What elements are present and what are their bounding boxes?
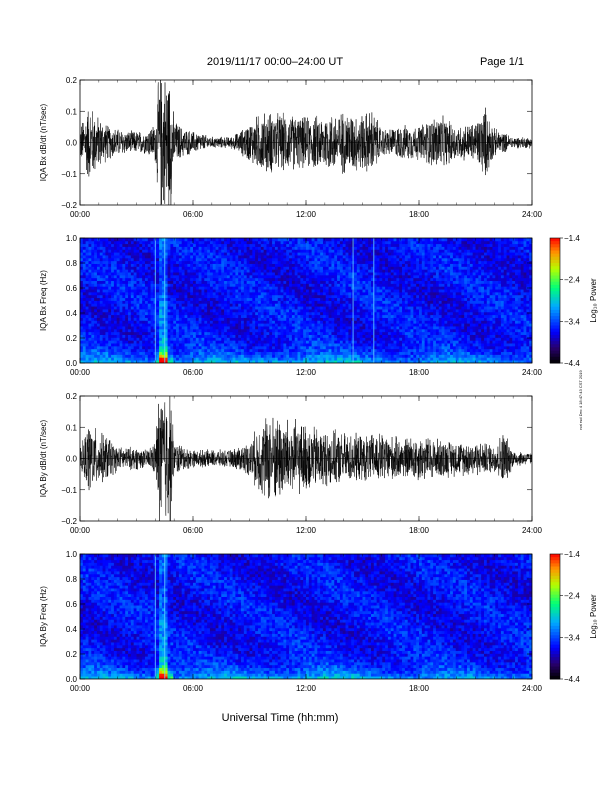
y-tick-label: 0.0 — [66, 455, 78, 464]
y-axis-label: IQA By dB/dt (nT/sec) — [39, 419, 48, 497]
x-tick-label: 06:00 — [183, 526, 204, 535]
x-tick-label: 12:00 — [296, 368, 317, 377]
y-tick-label: 0.0 — [66, 139, 78, 148]
colorbar-tick-label: −4.4 — [564, 359, 580, 368]
x-tick-label: 18:00 — [409, 210, 430, 219]
y-tick-label: 0.0 — [66, 359, 78, 368]
colorbar-tick-label: −1.4 — [564, 234, 580, 243]
panel-2: −1.4 −2.4 −3.4 −4.4 Log₁₀ Power 00:00 06:00 12:… — [39, 234, 598, 377]
y-tick-label: 0.0 — [66, 675, 78, 684]
x-tick-label: 24:00 — [522, 210, 543, 219]
y-tick-label: 0.4 — [66, 309, 78, 318]
colorbar-label: Log₁₀ Power — [589, 278, 598, 323]
y-tick-label: −0.2 — [61, 201, 77, 210]
y-tick-label: 0.8 — [66, 575, 78, 584]
y-tick-label: −0.2 — [61, 517, 77, 526]
x-tick-label: 06:00 — [183, 368, 204, 377]
y-tick-label: 0.6 — [66, 600, 78, 609]
x-tick-label: 00:00 — [70, 526, 91, 535]
x-tick-label: 18:00 — [409, 368, 430, 377]
colorbar-tick-label: −4.4 — [564, 675, 580, 684]
y-tick-label: 0.2 — [66, 76, 78, 85]
plot-area — [80, 80, 532, 205]
plot-area — [80, 554, 532, 679]
x-tick-label: 24:00 — [522, 368, 543, 377]
y-tick-label: 0.4 — [66, 625, 78, 634]
y-tick-label: 0.1 — [66, 107, 78, 116]
plot-area — [80, 396, 532, 521]
x-tick-label: 12:00 — [296, 526, 317, 535]
y-axis-label: IQA Bx Freq (Hz) — [39, 270, 48, 331]
colorbar-tick-label: −2.4 — [564, 592, 580, 601]
panel-4: −1.4 −2.4 −3.4 −4.4 Log₁₀ Power 00:00 06:00 12:… — [39, 550, 598, 693]
y-tick-label: 0.2 — [66, 392, 78, 401]
colorbar-tick-label: −3.4 — [564, 633, 580, 642]
y-tick-label: −0.1 — [61, 486, 77, 495]
data-trace — [80, 80, 532, 205]
colorbar-tick-label: −1.4 — [564, 550, 580, 559]
y-tick-label: 0.2 — [66, 334, 78, 343]
colorbar-tick-label: −3.4 — [564, 317, 580, 326]
panel-1: 00:00 06:00 12:00 18:00 24:00 0.2 0.1 0.0 −0.1 −0… — [39, 76, 543, 219]
x-tick-label: 24:00 — [522, 684, 543, 693]
x-tick-label: 00:00 — [70, 210, 91, 219]
page-indicator: Page 1/1 — [480, 56, 524, 68]
colorbar — [549, 237, 561, 364]
y-tick-label: 0.1 — [66, 423, 78, 432]
x-tick-label: 12:00 — [296, 684, 317, 693]
x-tick-label: 00:00 — [70, 684, 91, 693]
data-trace — [80, 396, 532, 521]
panels-group: 00:00 06:00 12:00 18:00 24:00 0.2 0.1 0.0 −0.1 −0… — [39, 76, 598, 693]
y-tick-label: 0.2 — [66, 650, 78, 659]
y-tick-label: −0.1 — [61, 170, 77, 179]
x-tick-label: 00:00 — [70, 368, 91, 377]
x-tick-label: 06:00 — [183, 210, 204, 219]
colorbar — [549, 553, 561, 680]
y-tick-label: 0.6 — [66, 284, 78, 293]
y-tick-label: 1.0 — [66, 550, 78, 559]
x-tick-label: 18:00 — [409, 526, 430, 535]
x-tick-label: 12:00 — [296, 210, 317, 219]
x-tick-label: 18:00 — [409, 684, 430, 693]
side-note: not rsd Dec 4 18:47:43 CST 2019 — [578, 369, 583, 429]
colorbar-tick-label: −2.4 — [564, 276, 580, 285]
x-axis-label: Universal Time (hh:mm) — [222, 712, 339, 724]
y-tick-label: 0.8 — [66, 259, 78, 268]
x-tick-label: 24:00 — [522, 526, 543, 535]
figure-title: 2019/11/17 00:00–24:00 UT — [207, 56, 343, 68]
panel-3: 00:00 06:00 12:00 18:00 24:00 0.2 0.1 0.0 −0.1 −0… — [39, 392, 543, 535]
colorbar-label: Log₁₀ Power — [589, 594, 598, 639]
y-axis-label: IQA By Freq (Hz) — [39, 586, 48, 647]
y-tick-label: 1.0 — [66, 234, 78, 243]
y-axis-label: IQA Bx dB/dt (nT/sec) — [39, 103, 48, 181]
plot-area — [80, 238, 532, 363]
x-tick-label: 06:00 — [183, 684, 204, 693]
